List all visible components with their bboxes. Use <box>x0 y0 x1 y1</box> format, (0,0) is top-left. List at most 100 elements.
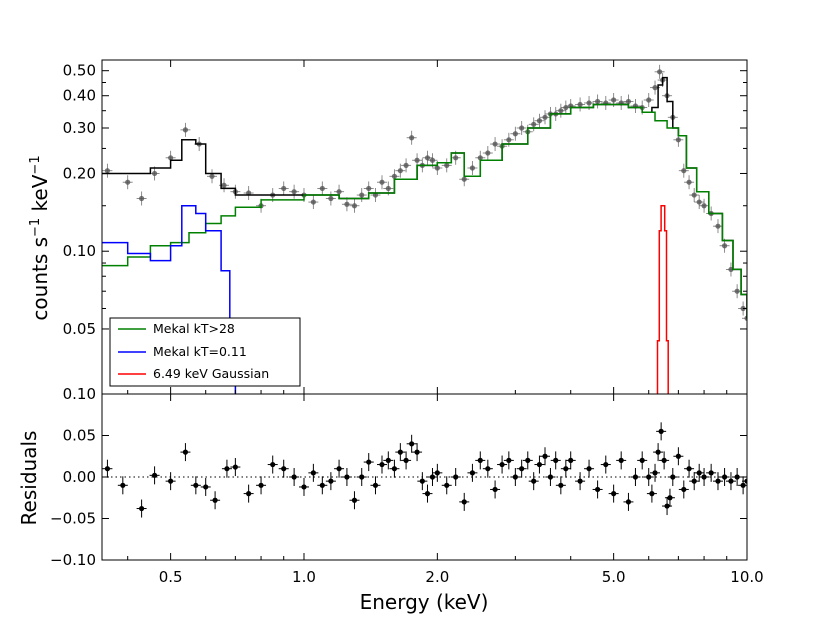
residual-marker <box>681 486 687 493</box>
y-tick-label: 0.20 <box>63 164 96 182</box>
residual-marker <box>542 453 548 459</box>
residual-point <box>584 459 595 478</box>
spectrum-data-point <box>356 188 367 203</box>
residual-point <box>289 468 300 486</box>
residual-y-tick-label: −0.10 <box>50 551 96 569</box>
spectrum-data-point <box>422 150 433 165</box>
residual-point <box>136 499 147 518</box>
data-point-marker <box>675 137 681 143</box>
residual-marker <box>603 461 609 468</box>
series-line-mekal-kt-28 <box>102 103 747 319</box>
residual-point <box>699 468 710 486</box>
residual-marker <box>212 497 218 503</box>
spectrum-data-point <box>540 110 551 125</box>
residual-marker <box>744 478 747 484</box>
top-y-ticks: 0.50 0.40 0.30 0.20 0.10 0.05 <box>63 62 747 338</box>
residual-y-tick-label: 0.00 <box>63 468 96 486</box>
spectrum-data-point <box>600 95 611 110</box>
data-point-marker <box>696 199 702 205</box>
spectrum-data-point <box>412 153 423 168</box>
residual-marker <box>594 486 601 493</box>
data-point-marker <box>385 185 391 192</box>
residual-point <box>102 459 113 478</box>
residual-point <box>565 451 576 470</box>
data-point-marker <box>409 135 415 141</box>
residual-point <box>545 468 556 486</box>
y-tick-label: 0.30 <box>63 119 96 137</box>
spectrum-data-point <box>441 158 452 173</box>
series-line-total-model <box>102 76 747 319</box>
residual-marker <box>193 482 199 488</box>
residual-marker <box>639 457 645 463</box>
data-point-marker <box>125 179 131 185</box>
residual-point <box>490 480 501 499</box>
residual-marker <box>104 466 111 472</box>
data-point-marker <box>542 114 548 120</box>
data-point-marker <box>681 168 687 174</box>
data-point-marker <box>477 155 483 161</box>
data-point-marker <box>291 189 297 195</box>
data-point-marker <box>281 185 287 192</box>
data-point-marker <box>691 192 697 198</box>
data-point-marker <box>453 155 459 161</box>
residual-marker <box>444 482 450 488</box>
residual-marker <box>664 503 670 509</box>
spectrum-data-point <box>592 94 603 109</box>
residual-point <box>221 459 232 478</box>
spectrum-data-point <box>654 64 665 79</box>
data-point-marker <box>359 192 365 198</box>
residual-point <box>422 484 433 503</box>
data-point-marker <box>403 162 409 168</box>
residual-marker <box>525 457 531 463</box>
residual-y-tick-label: −0.05 <box>50 510 96 528</box>
data-point-marker <box>611 97 617 103</box>
data-point-marker <box>646 97 652 103</box>
residual-point <box>395 443 406 462</box>
residual-point <box>528 472 539 491</box>
spectrum-data-point <box>349 198 360 213</box>
residual-marker <box>258 482 264 488</box>
y-axis-title-text: counts s <box>28 237 52 321</box>
residual-point <box>643 468 654 486</box>
residual-point <box>694 463 705 482</box>
residual-marker <box>372 482 379 488</box>
residual-marker <box>499 461 505 468</box>
residual-marker <box>151 472 158 478</box>
residual-point <box>656 422 667 441</box>
residual-point <box>190 476 201 495</box>
residual-marker <box>536 461 543 468</box>
residual-point <box>738 476 747 495</box>
residual-point <box>550 451 561 470</box>
residual-point <box>230 458 241 477</box>
residual-marker <box>366 459 372 465</box>
residual-marker <box>649 491 655 497</box>
residual-marker <box>281 466 287 472</box>
spectrum-data-point <box>616 95 627 110</box>
residual-point <box>475 451 486 470</box>
residual-marker <box>310 470 316 476</box>
residual-point <box>459 492 470 511</box>
data-point-marker <box>336 189 342 195</box>
x-tick-label: 2.0 <box>425 568 449 586</box>
y-tick-label: 0.05 <box>63 320 96 338</box>
spectrum-data-point <box>325 191 336 206</box>
residual-point <box>165 472 176 491</box>
residual-marker <box>625 499 632 505</box>
residual-marker <box>328 478 334 484</box>
spectrum-data-point <box>432 160 443 175</box>
residual-marker <box>646 474 652 480</box>
residual-point <box>267 455 278 474</box>
residual-marker <box>658 428 664 434</box>
residual-point <box>653 443 664 462</box>
residual-point <box>503 451 514 470</box>
residual-point <box>689 472 700 491</box>
spectrum-data-point <box>219 178 230 193</box>
data-point-marker <box>625 98 632 105</box>
residual-point <box>659 451 670 470</box>
residual-point <box>406 434 417 453</box>
residual-point <box>441 476 452 495</box>
residual-marker <box>701 474 707 480</box>
data-point-marker <box>434 165 440 171</box>
residual-point <box>256 476 267 495</box>
